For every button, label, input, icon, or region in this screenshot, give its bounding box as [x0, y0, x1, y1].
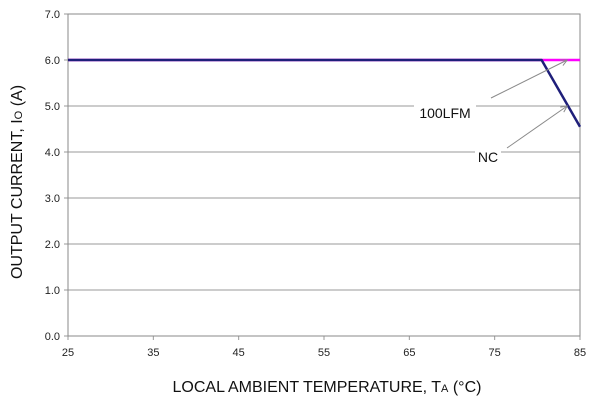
annotation-label: 100LFM — [419, 105, 470, 121]
y-tick-label: 6.0 — [45, 55, 60, 67]
annotation-arrowhead — [560, 105, 569, 113]
grid — [68, 13, 580, 337]
x-tick-label: 65 — [403, 347, 415, 359]
x-tick-label: 45 — [233, 347, 245, 359]
x-tick-label: 25 — [62, 347, 74, 359]
annotation-leader — [506, 105, 568, 149]
plot-frame — [67, 13, 581, 337]
y-tick-label: 4.0 — [45, 147, 60, 159]
y-tick-label: 0.0 — [45, 331, 60, 343]
series-line-nc — [68, 58, 582, 128]
y-tick-label: 5.0 — [45, 101, 60, 113]
x-tick-label: 35 — [147, 347, 159, 359]
annotations: 100LFM NC — [414, 59, 569, 168]
annotation-leader — [490, 59, 568, 99]
axes: 0.0 1.0 2.0 3.0 4.0 5.0 6.0 7.0 25 35 45 55 65 75 85 — [45, 9, 586, 359]
series-lines — [68, 58, 582, 128]
x-tick-label: 55 — [318, 347, 330, 359]
y-tick-label: 1.0 — [45, 285, 60, 297]
x-axis-title: LOCAL AMBIENT TEMPERATURE, TA (°C) — [173, 379, 482, 396]
y-tick-label: 7.0 — [45, 9, 60, 21]
y-tick-label: 2.0 — [45, 239, 60, 251]
x-tick-label: 85 — [574, 347, 586, 359]
x-tick-label: 75 — [489, 347, 501, 359]
annotation-arrowhead — [560, 59, 569, 66]
annotation-label: NC — [478, 149, 498, 165]
y-axis-title: OUTPUT CURRENT, IO (A) — [9, 85, 26, 279]
annotation-box — [475, 148, 501, 168]
y-tick-label: 3.0 — [45, 193, 60, 205]
annotation-box — [414, 104, 476, 124]
